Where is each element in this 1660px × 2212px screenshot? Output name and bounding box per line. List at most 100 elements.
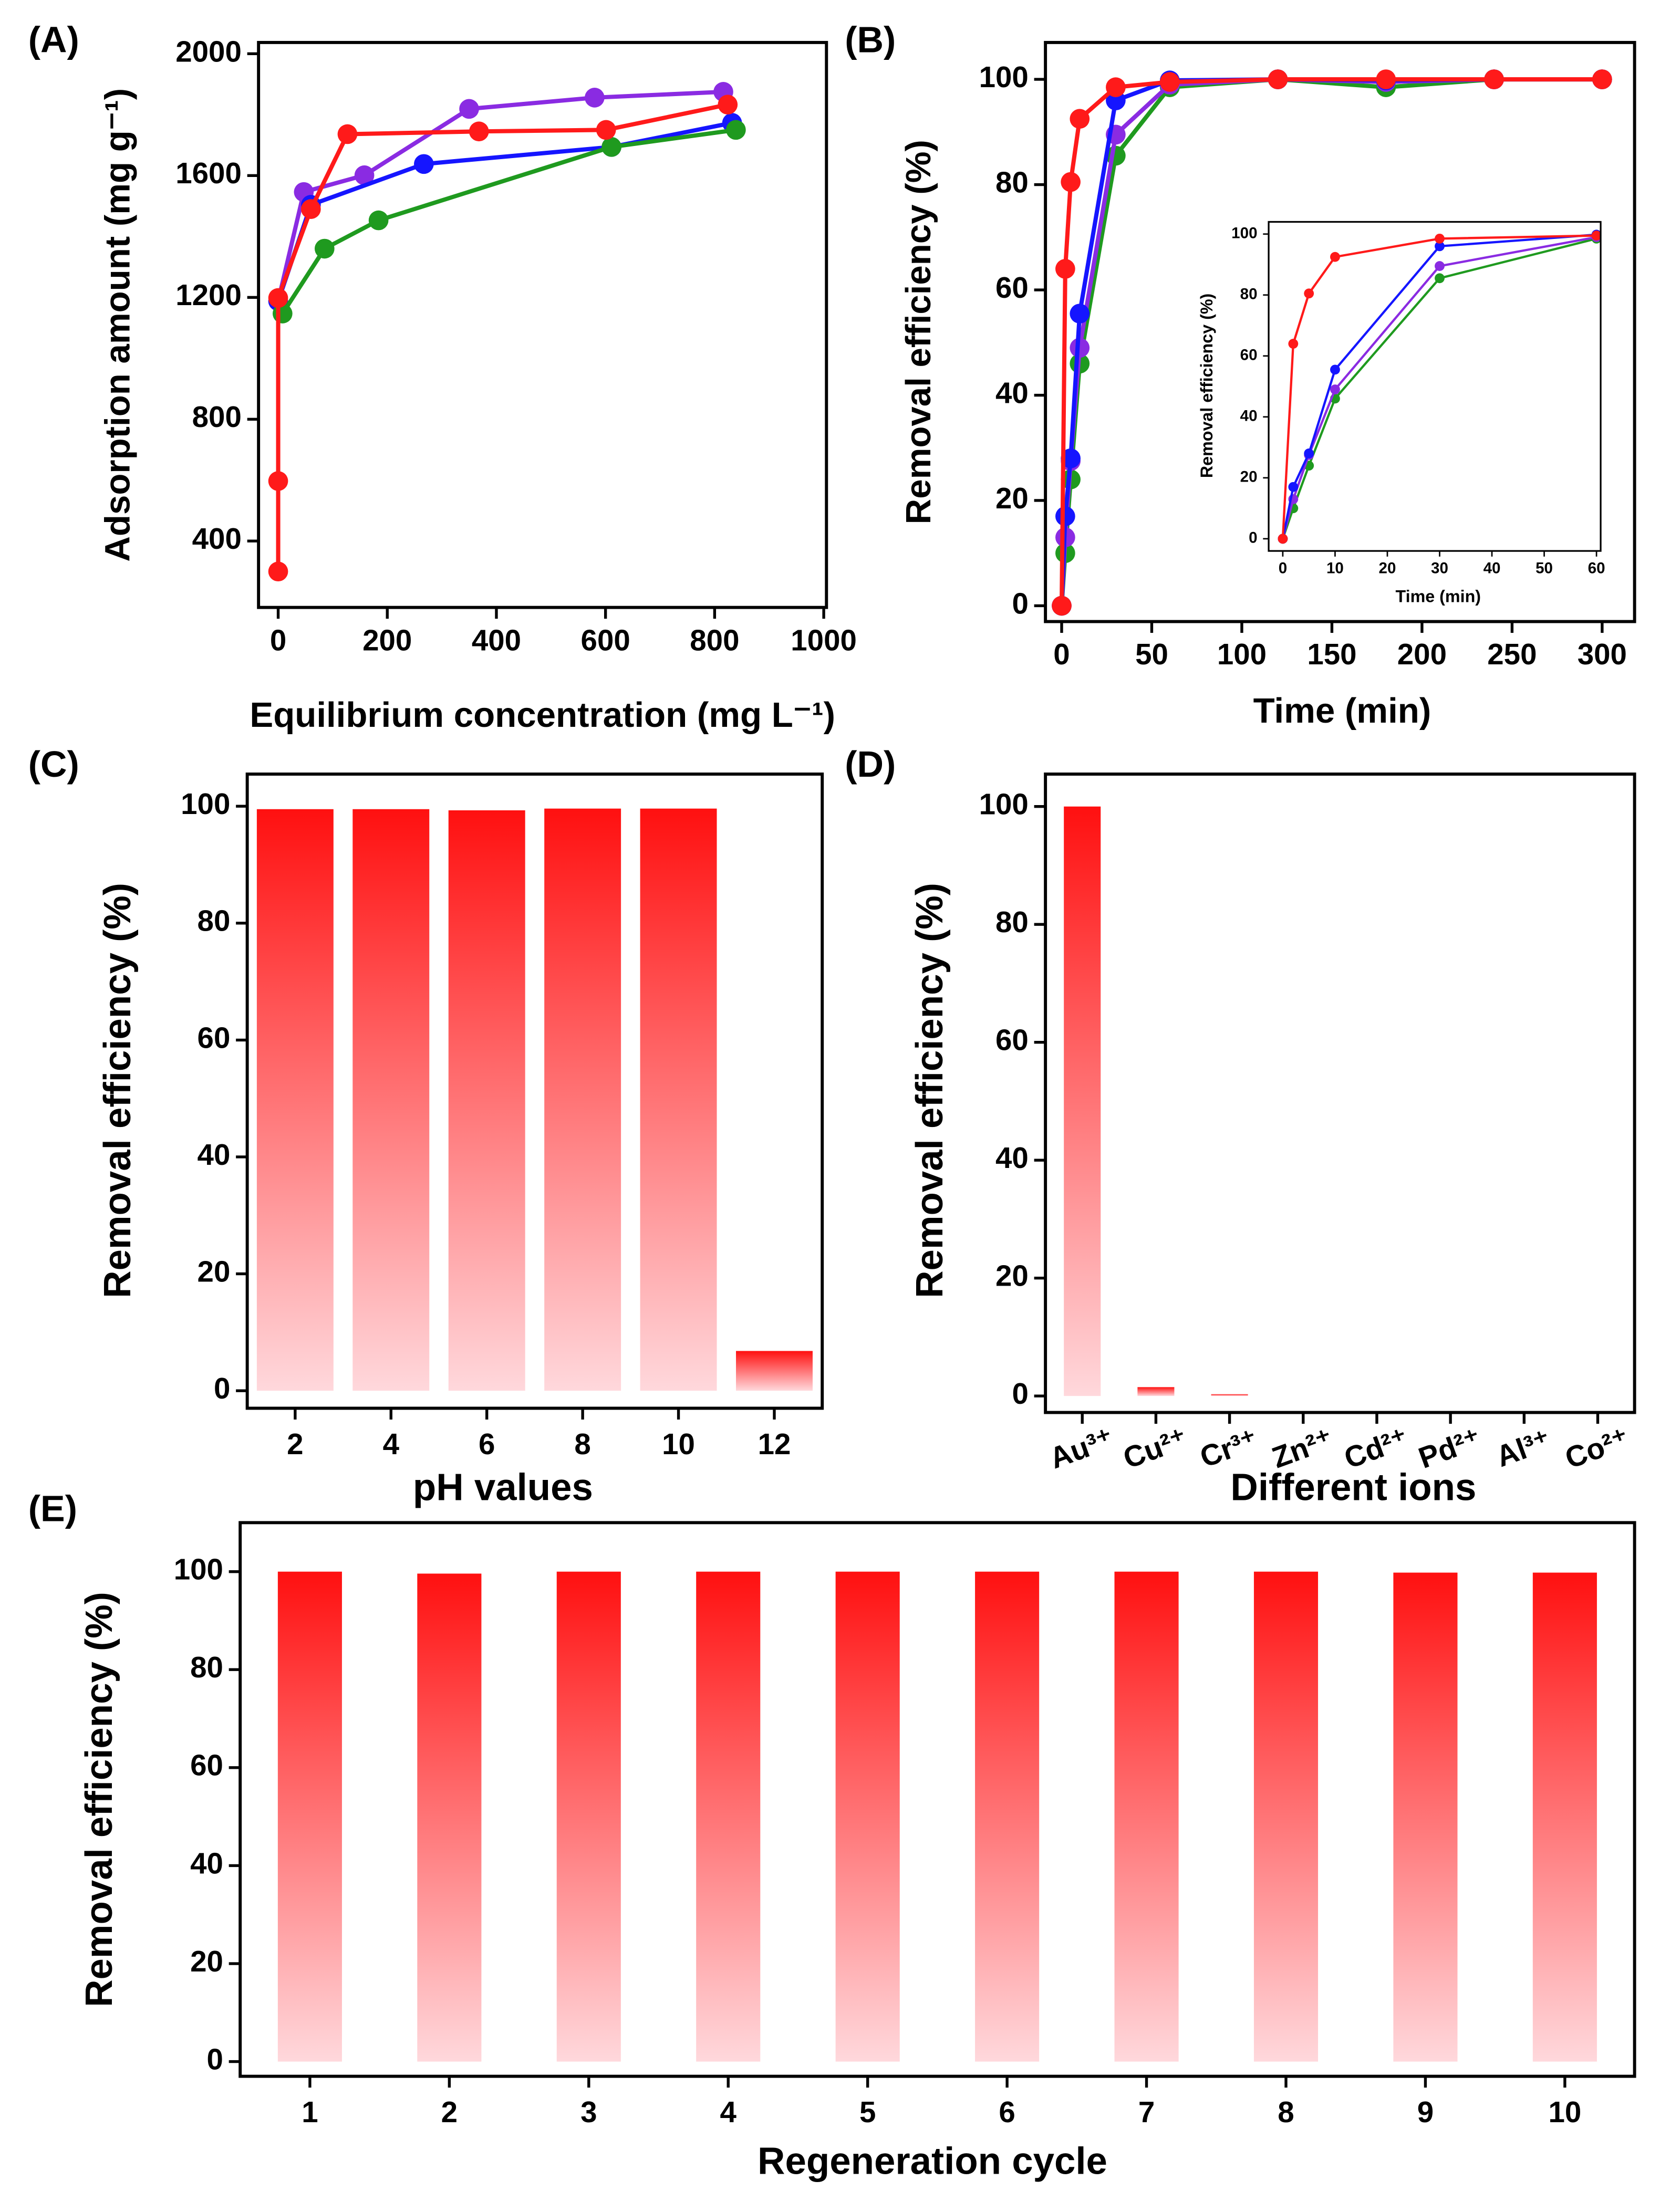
x-tick-label: 800: [690, 623, 739, 656]
y-tick-label: 40: [1240, 408, 1258, 425]
x-tick-label: Al³⁺: [1492, 1423, 1555, 1473]
data-point: [1268, 69, 1288, 89]
data-point: [1376, 69, 1396, 89]
data-point: [268, 561, 288, 582]
x-tick-label: 7: [1138, 2095, 1155, 2128]
x-tick-label: 10: [1548, 2095, 1581, 2128]
x-tick-label: 400: [472, 623, 521, 656]
data-point: [414, 154, 434, 174]
y-tick-label: 40: [190, 1846, 223, 1880]
bar: [1253, 1571, 1319, 2062]
y-axis-label: Removal efficiency (%): [1197, 294, 1216, 478]
data-point: [1592, 69, 1612, 89]
data-point: [1288, 339, 1299, 349]
x-tick-label: 200: [1397, 638, 1447, 671]
x-tick-label: 6: [999, 2095, 1015, 2128]
x-tick-label: Au³⁺: [1045, 1422, 1118, 1475]
bar: [417, 1573, 482, 2062]
y-tick-label: 20: [995, 1259, 1029, 1292]
y-tick-label: 40: [995, 376, 1029, 409]
bar: [835, 1571, 900, 2062]
y-tick-label: 40: [995, 1141, 1029, 1174]
x-tick-label: 50: [1536, 559, 1553, 577]
data-point: [1435, 233, 1445, 244]
x-tick-label: Cu²⁺: [1119, 1422, 1191, 1475]
x-tick-label: 0: [270, 623, 286, 656]
x-tick-label: 200: [362, 623, 412, 656]
bar: [1114, 1571, 1179, 2062]
data-point: [1330, 364, 1340, 375]
y-tick-label: 60: [190, 1749, 223, 1782]
x-axis-label: Equilibrium concentration (mg L⁻¹): [250, 695, 835, 735]
x-tick-label: 50: [1135, 638, 1168, 671]
y-tick-label: 0: [207, 2043, 223, 2076]
bar: [556, 1571, 621, 2062]
data-point: [469, 121, 489, 142]
y-tick-label: 800: [192, 400, 242, 433]
data-point: [601, 137, 621, 157]
x-tick-label: 6: [479, 1427, 495, 1460]
plot-frame: [1044, 773, 1636, 1414]
bar: [277, 1571, 342, 2062]
data-point: [1061, 172, 1081, 192]
y-tick-label: 20: [1240, 468, 1258, 486]
data-point: [1278, 534, 1288, 544]
plot-frame: [1044, 40, 1636, 623]
x-tick-label: 2: [441, 2095, 458, 2128]
series-line: [1281, 233, 1597, 539]
y-tick-label: 1600: [175, 156, 242, 190]
data-point: [596, 120, 616, 140]
panel-label: (D): [845, 744, 896, 785]
data-point: [1159, 72, 1180, 92]
data-point: [1106, 77, 1126, 97]
y-tick-label: 0: [214, 1372, 230, 1405]
data-point: [585, 88, 605, 108]
y-tick-label: 80: [1240, 286, 1258, 303]
series-line: [276, 89, 724, 302]
y-tick-label: 20: [995, 482, 1029, 515]
y-axis-label: Removal efficiency (%): [96, 883, 139, 1298]
y-axis-label: Removal efficiency (%): [78, 1592, 120, 2007]
data-point: [1435, 273, 1445, 284]
plot-frame: [257, 40, 828, 609]
data-point: [1052, 596, 1072, 616]
series-line: [1059, 77, 1602, 606]
y-tick-label: 1200: [175, 278, 242, 311]
x-tick-label: 60: [1588, 559, 1605, 577]
plot-frame: [1268, 221, 1602, 552]
x-tick-label: 8: [574, 1427, 590, 1460]
plot-frame: [245, 773, 824, 1410]
x-tick-label: Co²⁺: [1561, 1422, 1633, 1475]
data-point: [1484, 69, 1504, 89]
data-point: [368, 210, 389, 231]
x-tick-label: 250: [1487, 638, 1537, 671]
x-axis-label: Time (min): [1253, 691, 1431, 731]
bar: [352, 809, 430, 1391]
x-tick-label: 600: [581, 623, 630, 656]
x-tick-label: 9: [1417, 2095, 1434, 2128]
inset-background: [1269, 222, 1601, 551]
data-point: [1435, 241, 1445, 252]
data-point: [301, 199, 321, 219]
y-axis-label: Removal efficiency (%): [899, 140, 938, 524]
x-axis-label: pH values: [413, 1466, 593, 1509]
bar: [1137, 1387, 1175, 1396]
data-point: [268, 471, 288, 491]
x-tick-label: 1000: [791, 623, 857, 656]
data-point: [726, 120, 746, 140]
y-tick-label: 100: [979, 60, 1029, 93]
data-point: [268, 288, 288, 308]
plot-frame: [238, 1521, 1636, 2078]
data-point: [314, 238, 335, 259]
data-point: [1288, 482, 1299, 492]
bar: [448, 810, 525, 1391]
y-axis-label: Adsorption amount (mg g⁻¹): [98, 88, 137, 562]
x-tick-label: 2: [287, 1427, 303, 1460]
data-point: [1435, 261, 1445, 272]
x-tick-label: 40: [1483, 559, 1501, 577]
x-tick-label: 8: [1278, 2095, 1294, 2128]
bar: [975, 1571, 1040, 2062]
series-line: [1281, 236, 1597, 539]
bar: [1393, 1572, 1458, 2062]
